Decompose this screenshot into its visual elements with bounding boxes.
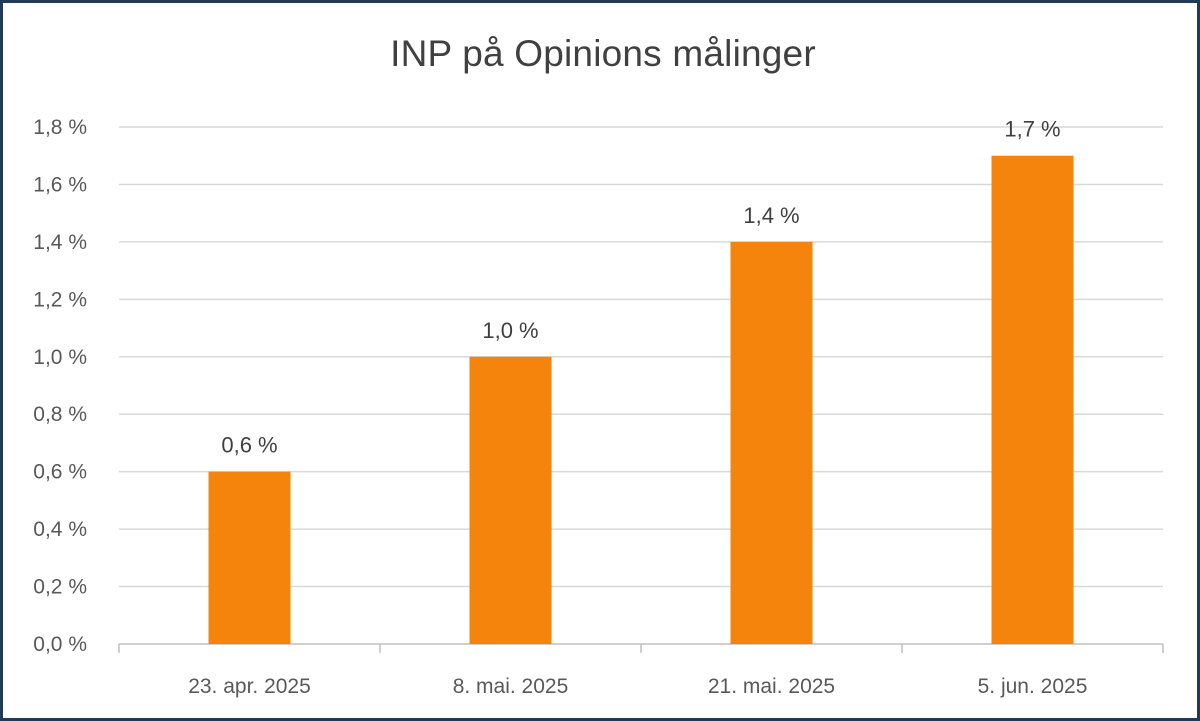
data-label: 1,4 %: [743, 203, 799, 228]
y-tick-label: 0,2 %: [33, 576, 87, 599]
data-labels: 0,6 % 1,0 % 1,4 % 1,7 %: [221, 117, 1060, 458]
data-label: 1,0 %: [482, 318, 538, 343]
y-tick-label: 0,4 %: [33, 518, 87, 541]
x-tick-label: 5. jun. 2025: [978, 675, 1088, 698]
chart-title: INP på Opinions målinger: [390, 33, 816, 74]
x-tick-label: 21. mai. 2025: [708, 675, 835, 698]
y-tick-label: 1,2 %: [33, 288, 87, 311]
gridlines: [119, 126, 1163, 588]
bar: [730, 241, 813, 644]
y-tick-label: 0,6 %: [33, 461, 87, 484]
x-tick-label: 23. apr. 2025: [188, 675, 311, 698]
x-axis: [118, 643, 1164, 653]
y-axis-tick-labels: 0,0 % 0,2 % 0,4 % 0,6 % 0,8 % 1,0 % 1,2 % 1,4 %…: [33, 116, 87, 656]
data-label: 1,7 %: [1004, 117, 1060, 142]
y-tick-label: 1,4 %: [33, 231, 87, 254]
bar-chart: 0,0 % 0,2 % 0,4 % 0,6 % 0,8 % 1,0 % 1,2 % 1,4 %…: [33, 116, 1164, 698]
bar: [991, 155, 1074, 644]
data-label: 0,6 %: [221, 433, 277, 458]
y-tick-label: 1,0 %: [33, 346, 87, 369]
bars: [208, 155, 1074, 644]
bar: [208, 471, 291, 644]
x-tick-label: 8. mai. 2025: [453, 675, 569, 698]
bar: [469, 356, 552, 644]
y-tick-label: 1,6 %: [33, 173, 87, 196]
y-tick-label: 1,8 %: [33, 116, 87, 139]
y-tick-label: 0,8 %: [33, 403, 87, 426]
x-axis-tick-labels: 23. apr. 2025 8. mai. 2025 21. mai. 2025 5.…: [188, 675, 1087, 698]
y-tick-label: 0,0 %: [33, 633, 87, 656]
